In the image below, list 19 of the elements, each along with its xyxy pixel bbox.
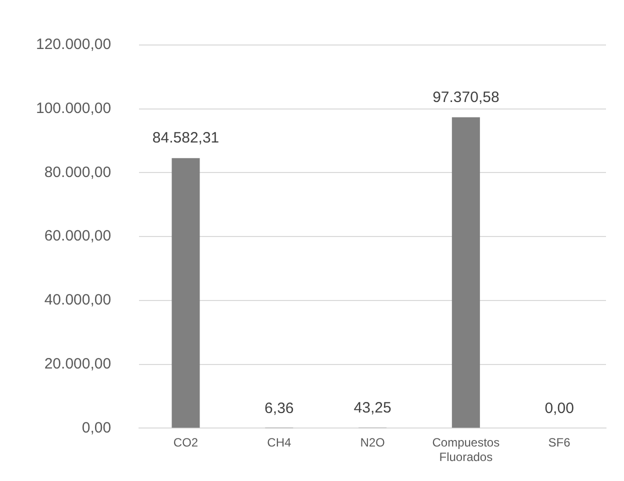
y-tick-label: 60.000,00 xyxy=(44,228,112,245)
data-label: 0,00 xyxy=(544,400,574,417)
bar xyxy=(452,117,480,428)
y-tick-label: 100.000,00 xyxy=(36,100,112,118)
data-label: 84.582,31 xyxy=(152,130,220,147)
y-tick-label: 20.000,00 xyxy=(44,355,112,372)
y-tick-label: 40.000,00 xyxy=(44,292,112,309)
x-tick-label: CH4 xyxy=(267,436,292,450)
data-label: 97.370,58 xyxy=(432,88,500,106)
x-tick-label: CO2 xyxy=(173,436,198,450)
data-label: 6,36 xyxy=(264,400,294,417)
y-tick-label: 80.000,00 xyxy=(44,164,112,181)
x-tick-label: SF6 xyxy=(548,436,571,450)
x-tick-label: Compuestos Fluorados xyxy=(432,436,500,464)
data-label: 43,25 xyxy=(354,400,392,417)
y-tick-label: 120.000,00 xyxy=(36,36,112,54)
y-tick-label: 0,00 xyxy=(82,419,112,436)
x-tick-label: N2O xyxy=(360,436,385,450)
bar xyxy=(172,158,200,428)
